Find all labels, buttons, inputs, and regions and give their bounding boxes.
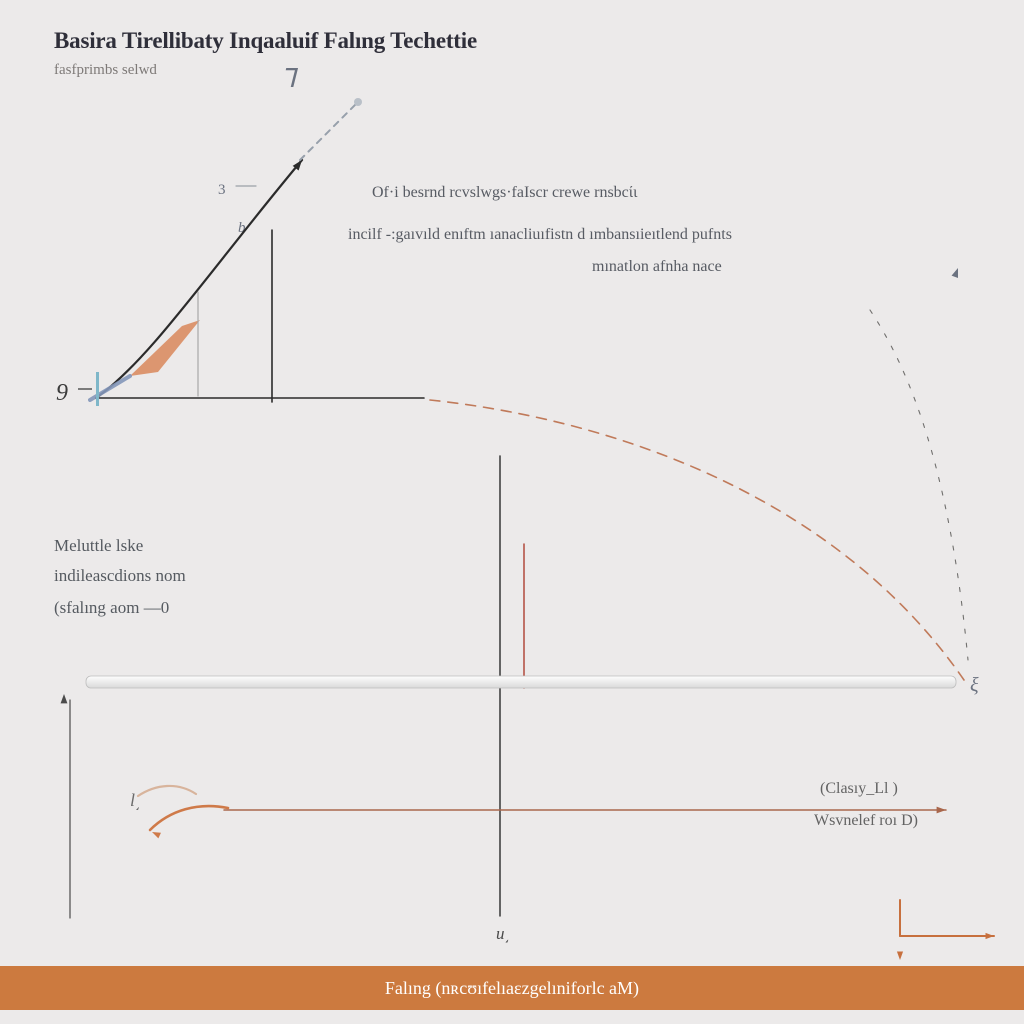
- footer-bar: Falıng (nʀcʊıfelıaɛzgelıniforlc aM): [0, 966, 1024, 1010]
- lower-hook-orange: [150, 806, 228, 830]
- upper-dashed-end-dot: [354, 98, 362, 106]
- lower-left-y-arrowhead-icon: [61, 694, 68, 703]
- lower-horizontal-bar: [86, 676, 956, 688]
- br-corner-arrowhead-icon: [986, 933, 994, 939]
- upper-dashed-extension: [300, 104, 356, 160]
- lower-hook-pale: [138, 786, 196, 796]
- nine-tick: [78, 388, 92, 390]
- upper-curve: [96, 160, 302, 398]
- lower-axis-brown-arrowhead-icon: [937, 807, 946, 814]
- diagram-canvas: Basira Tirellibaty Inqaaluif Falıng Tech…: [0, 0, 1024, 1024]
- right-dashed-curve: [430, 400, 964, 680]
- diagram-svg: [0, 0, 1024, 1024]
- right-arrowhead-icon: [952, 268, 958, 278]
- cyan-tick: [96, 372, 99, 406]
- lower-hook-orange-arrowhead-icon: [152, 832, 161, 838]
- right-dotted-curve: [870, 310, 968, 660]
- br-corner-down-arrowhead-icon: [897, 952, 903, 960]
- footer-label: Falıng (nʀcʊıfelıaɛzgelıniforlc aM): [385, 978, 639, 999]
